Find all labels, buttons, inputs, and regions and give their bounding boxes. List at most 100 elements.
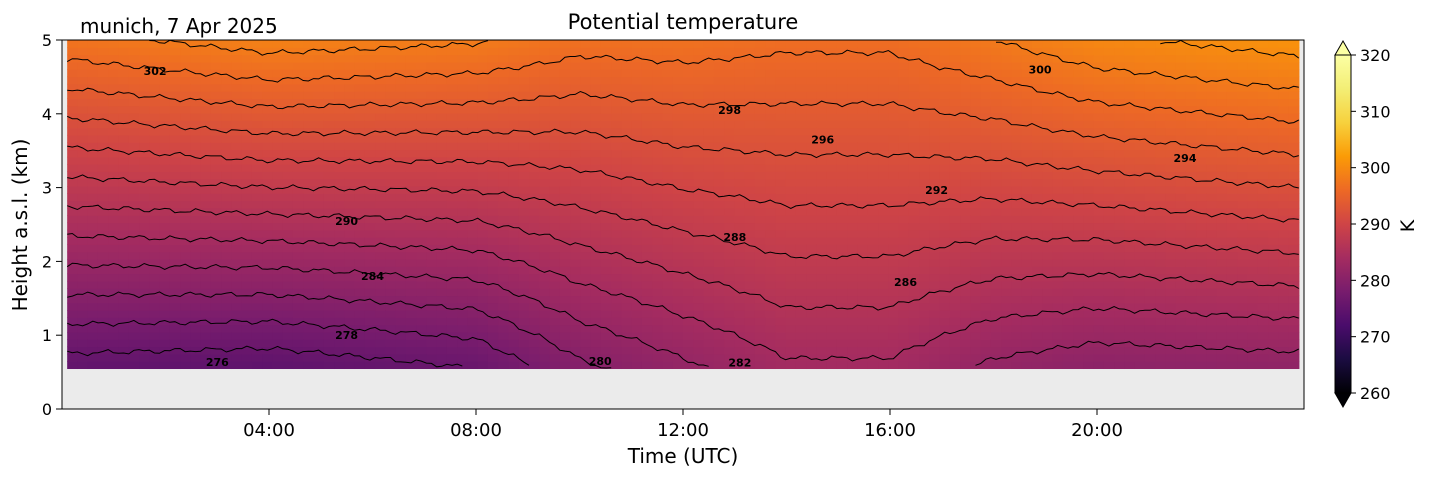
heatmap-cell [1093,324,1105,333]
heatmap-cell [292,134,304,143]
heatmap-cell [1103,215,1115,224]
heatmap-cell [251,76,263,85]
heatmap-cell [857,91,869,99]
heatmap-cell [487,229,499,238]
heatmap-cell [939,120,951,129]
heatmap-cell [190,134,202,143]
heatmap-cell [816,120,828,129]
heatmap-cell [139,222,150,231]
heatmap-cell [806,353,818,362]
heatmap-cell [487,317,499,326]
heatmap-cell [87,346,99,355]
heatmap-cell [949,185,961,194]
heatmap-cell [1144,237,1156,245]
heatmap-cell [570,331,581,340]
heatmap-cell [816,339,828,348]
heatmap-cell [272,273,284,282]
heatmap-cell [570,310,581,318]
heatmap-cell [149,83,161,92]
heatmap-cell [334,302,345,311]
heatmap-cell [600,237,612,245]
heatmap-cell [580,76,592,85]
heatmap-cell [570,215,581,224]
heatmap-cell [477,54,489,63]
heatmap-cell [1093,310,1105,318]
heatmap-cell [559,361,571,370]
heatmap-cell [878,54,889,63]
heatmap-cell [426,120,438,129]
heatmap-cell [395,83,407,92]
heatmap-cell [775,331,787,340]
heatmap-cell [1052,61,1064,70]
heatmap-cell [1021,310,1033,318]
heatmap-cell [262,280,274,289]
heatmap-cell [980,91,992,99]
heatmap-cell [364,215,376,224]
heatmap-cell [929,339,941,348]
heatmap-cell [354,302,366,311]
heatmap-cell [221,112,232,121]
heatmap-cell [878,346,889,355]
heatmap-cell [518,273,530,282]
heatmap-cell [190,112,202,121]
heatmap-cell [713,258,725,267]
heatmap-cell [251,237,263,245]
heatmap-cell [303,171,315,180]
heatmap-cell [795,361,807,370]
heatmap-cell [888,76,900,85]
heatmap-cell [662,251,674,260]
heatmap-cell [878,193,889,202]
heatmap-cell [139,127,150,136]
heatmap-cell [826,120,838,129]
heatmap-cell [908,295,920,304]
heatmap-cell [621,54,633,63]
heatmap-cell [1031,112,1043,121]
heatmap-cell [703,149,715,158]
heatmap-cell [888,69,900,78]
heatmap-cell [67,273,79,282]
heatmap-cell [580,193,592,202]
heatmap-cell [590,61,602,70]
heatmap-cell [149,127,161,136]
heatmap-cell [621,69,633,78]
heatmap-cell [1021,317,1033,326]
heatmap-cell [970,215,982,224]
heatmap-cell [1093,331,1105,340]
heatmap-cell [580,244,592,253]
heatmap-cell [231,229,243,238]
heatmap-cell [713,98,725,107]
heatmap-cell [364,156,376,165]
heatmap-cell [231,302,243,311]
heatmap-cell [1155,222,1166,231]
heatmap-cell [806,331,818,340]
heatmap-cell [857,229,869,238]
heatmap-cell [1114,302,1125,311]
heatmap-cell [878,302,889,311]
heatmap-cell [231,200,243,209]
heatmap-cell [375,142,386,151]
heatmap-cell [149,47,161,56]
heatmap-cell [200,280,212,289]
heatmap-cell [672,324,684,333]
heatmap-cell [292,91,304,99]
heatmap-cell [169,47,181,56]
heatmap-cell [949,237,961,245]
heatmap-cell [1144,40,1156,48]
heatmap-cell [231,207,243,216]
heatmap-cell [857,83,869,92]
heatmap-cell [97,142,109,151]
heatmap-cell [754,310,766,318]
heatmap-cell [1021,215,1033,224]
heatmap-cell [1103,288,1115,297]
heatmap-cell [375,331,386,340]
heatmap-cell [1114,98,1125,107]
heatmap-cell [1124,288,1136,297]
heatmap-cell [878,149,889,158]
heatmap-cell [785,339,797,348]
heatmap-cell [282,222,294,231]
heatmap-cell [292,207,304,216]
heatmap-cell [87,266,99,275]
heatmap-cell [416,61,427,70]
heatmap-cell [436,295,448,304]
heatmap-cell [641,324,653,333]
